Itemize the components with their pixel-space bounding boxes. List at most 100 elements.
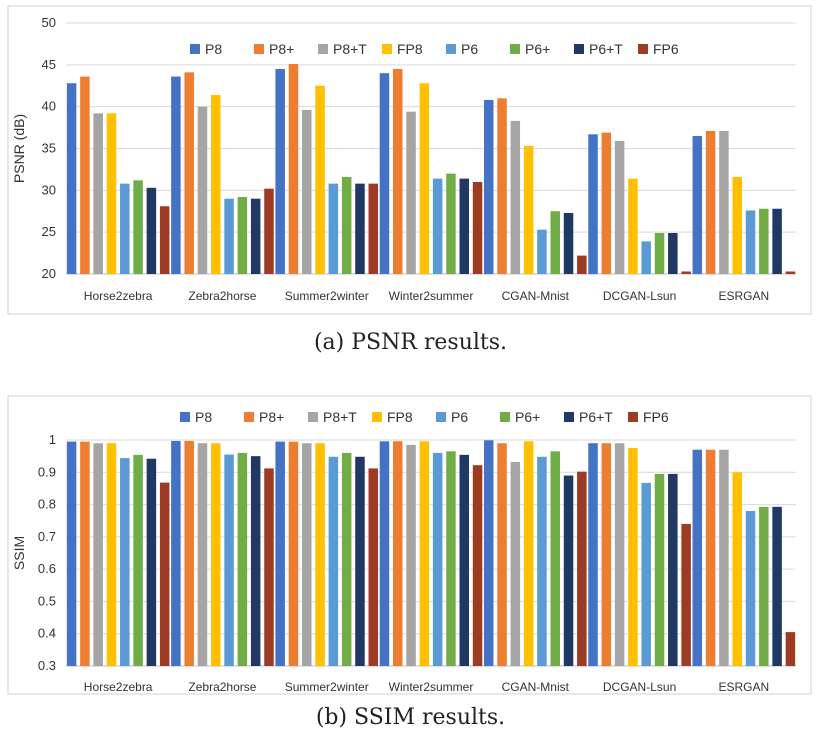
bar	[732, 472, 742, 666]
bar	[577, 255, 587, 274]
bar	[497, 98, 507, 274]
bar	[446, 451, 456, 666]
bar	[537, 229, 547, 274]
legend-swatch	[244, 412, 254, 422]
bar	[654, 473, 665, 666]
bar	[184, 72, 194, 274]
y-tick-label: 25	[42, 224, 56, 239]
bar	[588, 443, 598, 666]
bar	[133, 454, 143, 666]
x-category-label: CGAN-Mnist	[502, 289, 570, 303]
legend-swatch	[318, 44, 328, 54]
x-category-label: ESRGAN	[719, 289, 770, 303]
legend-label: P6+	[515, 409, 540, 425]
bar	[328, 183, 339, 274]
bar	[171, 440, 181, 666]
bar	[523, 145, 534, 274]
bar	[745, 210, 756, 274]
bar	[483, 99, 494, 275]
legend-label: P6+T	[579, 409, 613, 425]
y-tick-label: 30	[42, 182, 56, 197]
bar	[668, 473, 678, 666]
bar	[419, 441, 430, 666]
bar	[211, 443, 221, 666]
bar	[275, 69, 285, 275]
bar	[732, 176, 742, 274]
bar	[681, 271, 691, 274]
legend-label: P8+T	[333, 41, 367, 57]
chart-frame	[7, 395, 812, 695]
legend-swatch	[638, 44, 648, 54]
bar	[719, 130, 729, 274]
bar	[601, 443, 612, 666]
bar	[80, 441, 90, 666]
legend-swatch	[628, 412, 638, 422]
legend-swatch	[372, 412, 382, 422]
bar	[133, 180, 143, 274]
bar	[146, 187, 157, 274]
bar	[459, 454, 469, 666]
bar	[692, 135, 703, 274]
y-tick-label: 1	[49, 432, 56, 447]
bar	[497, 443, 507, 666]
bar	[705, 449, 716, 666]
bar	[250, 198, 261, 274]
legend-swatch	[510, 44, 520, 54]
bar	[628, 448, 638, 666]
bar	[93, 443, 103, 666]
bar	[459, 178, 469, 274]
bar	[379, 441, 390, 666]
bar	[106, 443, 117, 666]
y-tick-label: 20	[42, 266, 56, 281]
bar	[341, 176, 352, 274]
legend-label: P8	[205, 41, 222, 57]
bar	[250, 456, 261, 666]
x-category-label: Winter2summer	[389, 289, 474, 303]
bar	[393, 69, 403, 275]
bar	[614, 140, 625, 274]
bar	[588, 134, 598, 274]
bar	[184, 440, 194, 666]
x-category-label: Winter2summer	[389, 680, 474, 694]
bar	[692, 449, 703, 666]
bar	[66, 441, 77, 666]
legend-label: P8+T	[323, 409, 357, 425]
bar	[550, 211, 560, 274]
bar	[628, 178, 638, 274]
legend-label: P6	[451, 409, 468, 425]
bar	[237, 197, 248, 274]
y-axis-label: SSIM	[11, 536, 27, 570]
psnr-chart-panel: 20 25 30 35 40 45 50 PSNR (dB) P8 P8+ P8+T FP8 P6 P6+…	[0, 0, 821, 320]
bar	[328, 456, 339, 666]
bar	[772, 506, 782, 666]
bar	[563, 212, 574, 274]
x-category-label: Summer2winter	[285, 289, 369, 303]
legend-label: P8	[195, 409, 212, 425]
bar	[146, 458, 157, 666]
caption-ssim: (b) SSIM results.	[315, 705, 506, 730]
bar	[759, 506, 769, 666]
bar	[341, 452, 352, 666]
bar	[432, 452, 443, 666]
bar	[523, 441, 534, 666]
y-tick-label: 0.4	[38, 626, 56, 641]
bar	[537, 456, 547, 666]
bar	[66, 83, 77, 275]
bar	[550, 451, 560, 666]
bar	[171, 76, 181, 275]
y-tick-label: 40	[42, 99, 56, 114]
x-category-label: CGAN-Mnist	[502, 680, 570, 694]
bar	[393, 441, 403, 666]
bar	[577, 471, 587, 666]
bar	[302, 443, 312, 666]
x-category-label: DCGAN-Lsun	[603, 289, 676, 303]
y-axis-label: PSNR (dB)	[11, 114, 27, 183]
y-tick-label: 0.7	[38, 529, 56, 544]
y-tick-label: 0.3	[38, 658, 56, 673]
ssim-chart: 0.3 0.4 0.5 0.6 0.7 0.8 0.9 1 SSIM P8 P8+ P8+T FP8 P6…	[7, 395, 812, 695]
legend-swatch	[180, 412, 190, 422]
bar	[406, 444, 416, 666]
bar	[355, 456, 365, 666]
caption-psnr: (a) PSNR results.	[313, 330, 508, 355]
y-tick-label: 0.8	[38, 497, 56, 512]
